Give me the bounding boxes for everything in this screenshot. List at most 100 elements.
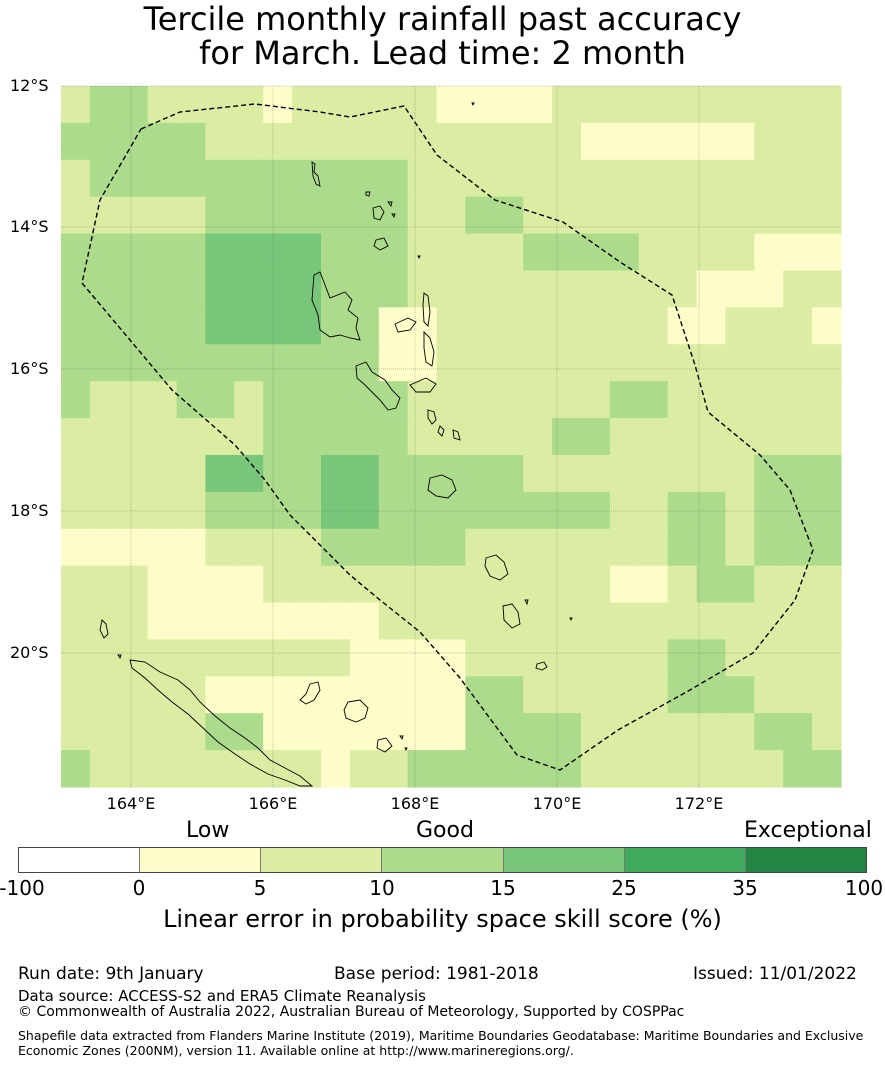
grid-cell xyxy=(696,86,727,124)
copyright: © Commonwealth of Australia 2022, Austra… xyxy=(18,1004,685,1020)
colorbar-tick-25: 25 xyxy=(611,876,637,900)
grid-cell xyxy=(263,713,293,751)
grid-cell xyxy=(523,565,553,604)
grid-cell xyxy=(552,750,582,788)
grid-cell xyxy=(147,233,178,272)
island-torres xyxy=(311,161,321,187)
colorbar-tick-35: 35 xyxy=(732,876,758,900)
grid-cell xyxy=(378,86,409,124)
island-epi xyxy=(427,409,437,425)
colorbar-tick-minus100: -100 xyxy=(0,876,45,900)
grid-cell xyxy=(263,565,293,604)
grid-cell xyxy=(61,270,91,308)
colorbar-tick-10: 10 xyxy=(369,876,395,900)
grid-cell xyxy=(465,491,495,530)
grid-cell xyxy=(292,381,322,419)
grid-cell xyxy=(292,270,322,308)
lon-label-170e: 170°E xyxy=(532,794,582,813)
grid-cell xyxy=(725,159,755,198)
grid-cell xyxy=(696,307,727,345)
grid-cell xyxy=(638,159,669,198)
grid-cell xyxy=(234,122,264,161)
legend-category-low: Low xyxy=(186,818,230,843)
grid-cell xyxy=(118,491,149,530)
grid-cell xyxy=(494,713,524,751)
grid-cell xyxy=(436,381,467,419)
grid-cell xyxy=(667,491,698,530)
grid-cell xyxy=(609,676,640,714)
grid-cell xyxy=(609,528,640,567)
grid-cell xyxy=(147,159,178,198)
grid-cell xyxy=(378,122,409,161)
island-belep xyxy=(99,619,109,639)
grid-cell xyxy=(378,713,409,751)
grid-cell xyxy=(523,159,553,198)
grid-cell xyxy=(465,676,495,714)
grid-cell xyxy=(667,233,698,272)
grid-cell xyxy=(638,602,669,641)
grid-cell xyxy=(263,159,293,198)
grid-cell xyxy=(118,713,149,751)
grid-cell xyxy=(321,713,351,751)
grid-cell xyxy=(176,565,207,604)
grid-cell xyxy=(292,233,322,272)
grid-cell xyxy=(61,233,91,272)
grid-cell xyxy=(638,565,669,604)
grid-cell xyxy=(61,307,91,345)
colorbar-segment-6 xyxy=(624,848,746,872)
grid-cell xyxy=(378,196,409,235)
grid-cell xyxy=(147,565,178,604)
grid-cell xyxy=(89,454,120,493)
colorbar-tick-5: 5 xyxy=(253,876,267,900)
grid-cell xyxy=(321,454,351,493)
graticule xyxy=(61,85,841,787)
grid-cell xyxy=(147,454,178,493)
grid-cell xyxy=(696,713,727,751)
grid-cell xyxy=(609,270,640,308)
grid-cell xyxy=(118,381,149,419)
grid-cell xyxy=(349,454,380,493)
grid-cell xyxy=(263,381,293,419)
grid-cell xyxy=(176,454,207,493)
grid-cell xyxy=(205,491,235,530)
grid-cell xyxy=(89,418,120,456)
grid-cell xyxy=(523,676,553,714)
grid-cell xyxy=(292,122,322,161)
grid-cell xyxy=(725,676,755,714)
grid-cell xyxy=(667,713,698,751)
grid-cell xyxy=(465,159,495,198)
grid-cell xyxy=(754,713,784,751)
grid-cell xyxy=(725,418,755,456)
grid-cell xyxy=(349,565,380,604)
grid-cell xyxy=(523,344,553,382)
grid-cell xyxy=(321,233,351,272)
island-loyalty-mare xyxy=(376,737,393,753)
grid-cell xyxy=(581,86,611,124)
grid-cell xyxy=(176,491,207,530)
grid-cell xyxy=(407,565,438,604)
grid-cell xyxy=(205,454,235,493)
island-small10 xyxy=(404,747,408,752)
grid-cell xyxy=(725,639,755,677)
grid-cell xyxy=(263,454,293,493)
grid-cell xyxy=(494,270,524,308)
grid-cell xyxy=(812,196,842,235)
grid-cell xyxy=(667,602,698,641)
grid-cell xyxy=(118,565,149,604)
grid-cell xyxy=(638,418,669,456)
grid-cell xyxy=(725,344,755,382)
grid-cell xyxy=(667,122,698,161)
grid-cell xyxy=(118,307,149,345)
grid-cell xyxy=(609,565,640,604)
grid-cell xyxy=(118,270,149,308)
grid-cell xyxy=(465,750,495,788)
grid-cell xyxy=(552,491,582,530)
grid-cell xyxy=(263,196,293,235)
grid-cell xyxy=(609,602,640,641)
grid-cell xyxy=(494,233,524,272)
skill-grid xyxy=(61,86,842,788)
grid-cell xyxy=(118,122,149,161)
grid-cell xyxy=(321,750,351,788)
grid-cell xyxy=(61,750,91,788)
grid-cell xyxy=(638,307,669,345)
